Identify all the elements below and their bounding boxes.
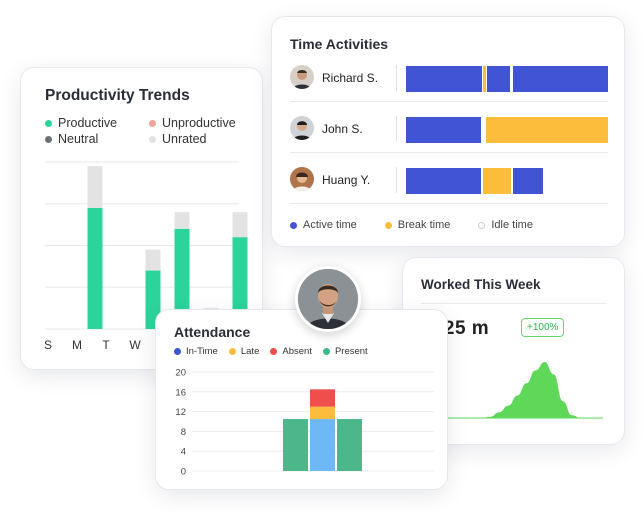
legend-productive: Productive (45, 116, 149, 130)
unrated-bar (145, 249, 161, 271)
unrated-bar (87, 166, 103, 208)
absent-bar (310, 389, 335, 407)
avatar (290, 116, 314, 140)
time-activities-title: Time Activities (290, 36, 389, 52)
legend-idle-time: Idle time (478, 219, 533, 231)
absent-dot-icon (270, 348, 278, 355)
legend-present: Present (322, 346, 368, 357)
y-tick-label: 20 (175, 368, 186, 379)
employee-name: John S. (322, 122, 363, 136)
present-bar (283, 419, 308, 471)
productivity-trends-card: Productivity Trends Productive Unproduct… (20, 67, 263, 370)
productivity-trends-title: Productivity Trends (45, 87, 190, 104)
break-time-segment[interactable] (483, 168, 511, 194)
active-dot-icon (290, 221, 297, 229)
legend-break-time: Break time (384, 219, 450, 231)
y-tick-label: 0 (181, 467, 186, 478)
unrated-dot-icon (149, 135, 156, 143)
avatar (290, 167, 314, 191)
present-dot-icon (322, 348, 330, 355)
break-time-segment[interactable] (486, 117, 608, 143)
change-badge: +100% (521, 318, 565, 337)
active-time-segment[interactable] (487, 66, 510, 92)
row-divider (290, 101, 608, 102)
attendance-card: Attendance In-Time Late Absent Present 0… (155, 309, 448, 490)
y-tick-label: 12 (175, 407, 186, 418)
break-dot-icon (384, 221, 392, 229)
productive-bar (232, 237, 248, 329)
attendance-title: Attendance (174, 324, 251, 340)
productive-bar (87, 207, 103, 329)
worked-this-week-title: Worked This Week (421, 277, 541, 292)
title-divider (421, 303, 607, 304)
divider (396, 167, 397, 193)
legend-in-time: In-Time (174, 346, 218, 357)
active-time-segment[interactable] (406, 117, 481, 143)
employee-name: Huang Y. (322, 173, 371, 187)
late-bar (310, 406, 335, 420)
worked-area (443, 362, 603, 418)
avatar (290, 65, 314, 89)
legend-unrated: Unrated (149, 132, 253, 146)
y-tick-label: 16 (175, 387, 186, 398)
worked-area-chart (443, 362, 603, 419)
row-divider (290, 152, 608, 153)
present-bar (337, 419, 362, 471)
productivity-legend: Productive Unproductive Neutral Unrated (45, 116, 255, 146)
legend-active-time: Active time (290, 219, 357, 231)
attendance-legend: In-Time Late Absent Present (174, 346, 368, 357)
divider (396, 65, 397, 91)
late-dot-icon (228, 348, 236, 355)
time-activities-legend: Active time Break time Idle time (290, 219, 533, 231)
in-time-bar (310, 419, 335, 471)
time-row[interactable]: Huang Y. (288, 163, 608, 197)
active-time-segment[interactable] (513, 168, 543, 194)
productive-dot-icon (45, 119, 52, 127)
active-time-segment[interactable] (406, 66, 482, 92)
y-tick-label: 8 (181, 427, 186, 438)
x-tick-label: W (129, 338, 141, 352)
y-tick-label: 4 (181, 447, 186, 458)
row-divider (290, 203, 608, 204)
legend-neutral: Neutral (45, 132, 149, 146)
time-activities-card: Time Activities Richard S. John S. Huang… (271, 16, 625, 247)
employee-name: Richard S. (322, 71, 379, 85)
unrated-bar (174, 212, 190, 229)
legend-absent: Absent (270, 346, 312, 357)
x-tick-label: M (72, 338, 82, 352)
legend-unproductive: Unproductive (149, 116, 253, 130)
time-row[interactable]: John S. (288, 112, 608, 146)
divider (396, 116, 397, 142)
unproductive-dot-icon (149, 119, 156, 127)
profile-photo (295, 266, 361, 332)
x-tick-label: T (102, 338, 110, 352)
neutral-dot-icon (45, 135, 52, 143)
in-time-dot-icon (174, 348, 181, 355)
legend-late: Late (228, 346, 259, 357)
x-tick-label: S (44, 338, 52, 352)
time-row[interactable]: Richard S. (288, 61, 608, 95)
active-time-segment[interactable] (513, 66, 608, 92)
productive-bar (174, 228, 190, 329)
break-time-segment[interactable] (483, 66, 486, 92)
attendance-chart: 0 4 8 12 16 20 (175, 368, 434, 478)
active-time-segment[interactable] (406, 168, 481, 194)
unrated-bar (232, 212, 248, 238)
idle-dot-icon (478, 221, 486, 229)
